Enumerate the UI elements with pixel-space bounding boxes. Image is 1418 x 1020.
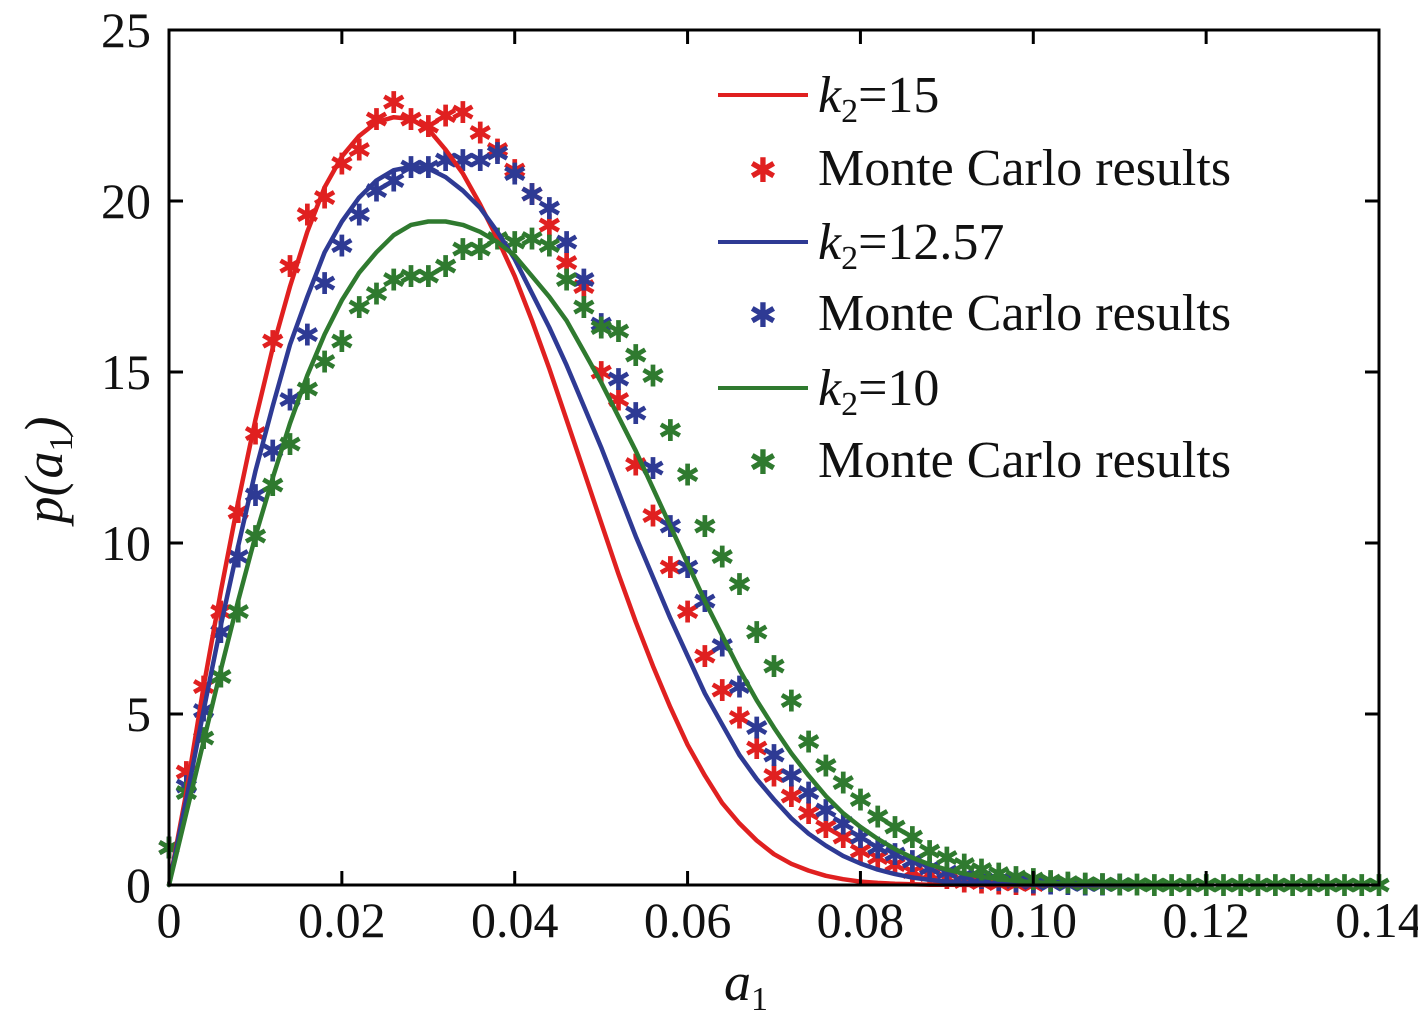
mc-point-green: ✱ (329, 325, 354, 360)
x-tick-label: 0.10 (990, 892, 1078, 948)
mc-point-red: ✱ (744, 732, 769, 767)
mc-point-blue: ✱ (485, 137, 510, 172)
series-line-k2-10 (166, 219, 1174, 888)
mc-point-blue: ✱ (589, 308, 614, 343)
mc-point-green: ✱ (623, 339, 648, 374)
mc-point-green: ✱ (952, 848, 977, 883)
mc-point-blue: ✱ (606, 363, 631, 398)
mc-point-blue: ✱ (502, 158, 527, 193)
mc-point-green: ✱ (727, 568, 752, 603)
mc-point-green: ✱ (813, 749, 838, 784)
mc-point-red: ✱ (485, 134, 510, 169)
mc-point-green: ✱ (779, 684, 804, 719)
y-tick-label: 25 (101, 2, 151, 58)
legend-label-mc-green: Monte Carlo results (818, 432, 1231, 489)
x-tick-label: 0.12 (1162, 892, 1250, 948)
mc-point-green: ✱ (589, 312, 614, 347)
mc-point-red: ✱ (502, 154, 527, 189)
mc-point-green: ✱ (347, 291, 372, 326)
mc-point-green: ✱ (882, 811, 907, 846)
y-tick-label: 20 (101, 173, 151, 229)
mc-point-red: ✱ (692, 640, 717, 675)
x-tick-label: 0.08 (817, 892, 905, 948)
mc-point-green: ✱ (848, 784, 873, 819)
mc-point-green: ✱ (692, 510, 717, 545)
y-axis-label: p(a1) (14, 417, 80, 528)
legend-label-mc-red: Monte Carlo results (818, 140, 1231, 197)
mc-point-red: ✱ (468, 117, 493, 152)
x-tick-label: 0.14 (1335, 892, 1418, 948)
mc-point-green: ✱ (744, 616, 769, 651)
mc-point-red: ✱ (519, 178, 544, 213)
mc-point-green: ✱ (398, 260, 423, 295)
legend-marker-mc-green: ✱ (749, 443, 778, 483)
mc-point-red: ✱ (675, 595, 700, 630)
mc-point-green: ✱ (640, 359, 665, 394)
legend-label-k2-10: k2=10 (818, 360, 939, 423)
mc-point-red: ✱ (727, 701, 752, 736)
mc-point-blue: ✱ (623, 397, 648, 432)
mc-point-red: ✱ (710, 674, 735, 709)
x-axis-ticks: 0 0.02 0.04 0.06 0.08 0.10 0.12 0.14 (157, 30, 1418, 948)
y-tick-label: 0 (126, 857, 151, 913)
legend: k2=15 ✱ Monte Carlo results k2=12.57 ✱ M… (718, 67, 1231, 489)
mc-point-red: ✱ (433, 100, 458, 135)
legend-marker-mc-red: ✱ (749, 151, 778, 191)
legend-label-k2-15: k2=15 (818, 67, 939, 130)
mc-point-green: ✱ (554, 264, 579, 299)
mc-point-green: ✱ (364, 277, 389, 312)
mc-point-green: ✱ (831, 766, 856, 801)
mc-point-green: ✱ (381, 264, 406, 299)
chart-marks: ✱✱✱✱✱✱✱✱✱✱✱✱✱✱✱✱✱✱✱✱✱✱✱✱✱✱✱✱✱✱✱✱✱✱✱✱✱✱✱✱… (156, 86, 1391, 904)
mc-point-green: ✱ (606, 315, 631, 350)
mc-point-blue: ✱ (537, 192, 562, 227)
x-tick-label: 0.04 (471, 892, 559, 948)
mc-point-blue: ✱ (571, 264, 596, 299)
mc-point-red: ✱ (537, 209, 562, 244)
mc-point-red: ✱ (554, 247, 579, 282)
mc-point-green: ✱ (658, 414, 683, 449)
mc-point-blue: ✱ (519, 178, 544, 213)
y-tick-label: 5 (126, 686, 151, 742)
mc-point-blue: ✱ (468, 144, 493, 179)
mc-point-green: ✱ (761, 650, 786, 685)
legend-marker-mc-blue: ✱ (749, 296, 778, 336)
series-line-k2-12-57 (166, 164, 1140, 888)
mc-point-green: ✱ (571, 291, 596, 326)
mc-point-green: ✱ (519, 223, 544, 258)
mc-point-blue: ✱ (761, 739, 786, 774)
mc-point-green: ✱ (450, 233, 475, 268)
mc-point-red: ✱ (450, 96, 475, 131)
mc-point-blue: ✱ (347, 199, 372, 234)
x-tick-label: 0.02 (298, 892, 386, 948)
mc-point-green: ✱ (796, 725, 821, 760)
legend-label-mc-blue: Monte Carlo results (818, 285, 1231, 342)
x-tick-label: 0.06 (644, 892, 732, 948)
mc-point-green: ✱ (710, 541, 735, 576)
x-axis-label: a1 (724, 952, 768, 1018)
mc-point-blue: ✱ (554, 226, 579, 261)
mc-point-red: ✱ (658, 551, 683, 586)
legend-label-k2-12-57: k2=12.57 (818, 214, 1004, 277)
y-tick-label: 10 (101, 515, 151, 571)
mc-point-green: ✱ (900, 821, 925, 856)
mc-point-green: ✱ (416, 260, 441, 295)
mc-point-blue: ✱ (813, 794, 838, 829)
mc-point-green: ✱ (433, 250, 458, 285)
mc-point-red: ✱ (571, 271, 596, 306)
x-tick-label: 0 (157, 892, 182, 948)
plot-frame (167, 28, 1381, 887)
y-tick-label: 15 (101, 344, 151, 400)
mc-point-green: ✱ (537, 229, 562, 264)
y-axis-ticks: 0 5 10 15 20 25 (101, 2, 1379, 913)
mc-point-green: ✱ (865, 801, 890, 836)
mc-point-red: ✱ (347, 134, 372, 169)
mc-point-green: ✱ (675, 459, 700, 494)
